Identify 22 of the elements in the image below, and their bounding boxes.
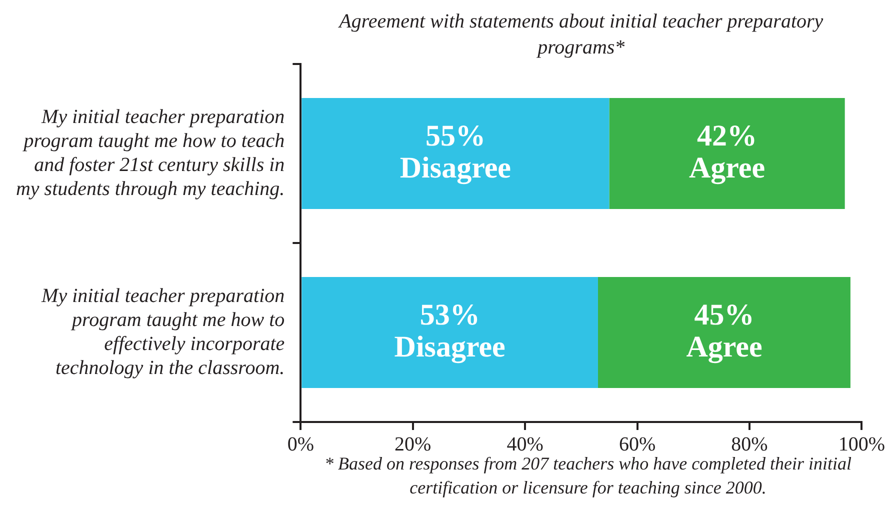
y-tick-label: My initial teacher preparation program taught me how to teach and foster 21st century skills in my students through my teaching. (16, 106, 285, 200)
bar (598, 277, 850, 388)
y-tick-label: My initial teacher preparation program taught me how to effectively incorporate technology in the classroom. (40, 284, 285, 379)
text: Disagree (394, 330, 506, 364)
x-tick-label: 40% (506, 433, 544, 456)
bar (302, 277, 598, 388)
x-tick-label: 0% (287, 433, 314, 456)
x-tick-label: 80% (731, 433, 768, 456)
series-label: Disagree (400, 151, 511, 184)
x-tick-label: 20% (394, 433, 432, 456)
data-label: 45% (694, 298, 754, 332)
chart-title: Agreement with statements about initial teacher preparatory programs* (337, 10, 824, 58)
bar (302, 98, 610, 209)
bar (609, 98, 845, 209)
data-label: 42% (697, 119, 758, 152)
x-tick-label: 100% (838, 433, 886, 456)
x-tick-label: 60% (618, 433, 656, 456)
data-label: 53% (420, 298, 480, 332)
text: * Based on responses from 207 teachers who have completed their initial certification or licensure for teaching since 2000. (324, 454, 852, 498)
series-label: Agree (688, 151, 766, 184)
text: Agree (686, 330, 762, 364)
data-label: 55% (425, 119, 486, 152)
